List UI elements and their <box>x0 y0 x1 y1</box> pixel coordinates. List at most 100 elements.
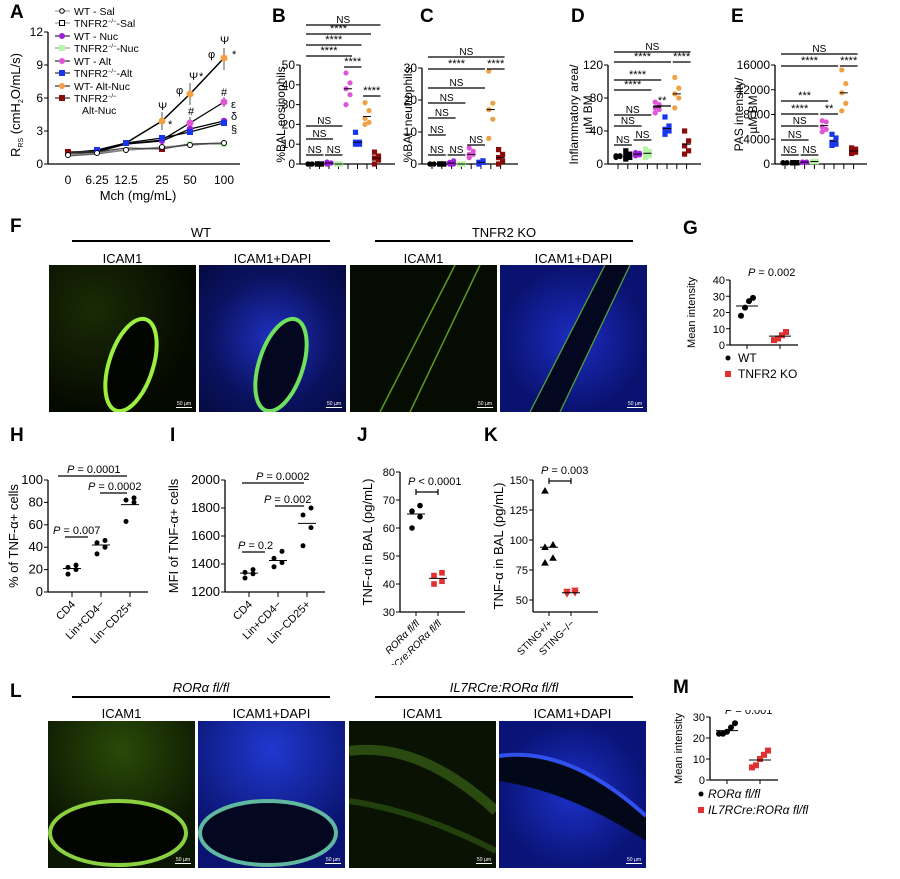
svg-text:4000: 4000 <box>743 132 770 146</box>
svg-text:RORα fl/fl: RORα fl/fl <box>708 787 761 801</box>
svg-text:P = 0.003: P = 0.003 <box>541 465 588 477</box>
svg-text:60: 60 <box>383 523 395 535</box>
svg-text:50: 50 <box>183 173 197 187</box>
svg-text:NS: NS <box>313 129 327 140</box>
group-underline <box>375 240 633 242</box>
svg-text:P = 0.001: P = 0.001 <box>725 710 772 717</box>
svg-text:****: **** <box>791 103 809 115</box>
column-header: ICAM1+DAPI <box>233 251 312 266</box>
svg-text:0: 0 <box>288 157 295 171</box>
svg-text:TNF-α in BAL (pg/mL): TNF-α in BAL (pg/mL) <box>360 479 375 606</box>
svg-text:0: 0 <box>65 173 72 187</box>
svg-text:PAS intensity/: PAS intensity/ <box>732 77 746 151</box>
svg-text:*: * <box>232 49 237 61</box>
svg-text:WT - Sal: WT - Sal <box>74 6 115 18</box>
svg-text:****: **** <box>840 55 858 67</box>
svg-text:8000: 8000 <box>743 108 770 122</box>
svg-text:#: # <box>221 87 228 99</box>
svg-text:TNFR2−/−-Nuc: TNFR2−/−-Nuc <box>74 43 139 55</box>
column-header: ICAM1 <box>403 251 444 266</box>
svg-text:NS: NS <box>793 116 807 127</box>
scale-bar: 50 µm <box>175 857 191 864</box>
svg-text:0: 0 <box>36 157 43 171</box>
svg-text:% of TNF-α+ cells: % of TNF-α+ cells <box>6 484 21 588</box>
svg-text:10: 10 <box>404 125 418 139</box>
chart-i: 1200 1400 1600 1800 2000 MFI of TNF-α+ cells C… <box>166 471 325 646</box>
svg-text:Ψ: Ψ <box>189 71 198 83</box>
svg-text:25: 25 <box>155 173 169 187</box>
svg-text:NS: NS <box>459 47 473 58</box>
svg-text:#: # <box>188 106 195 118</box>
svg-text:****: **** <box>634 51 652 63</box>
micrograph-il7rcre-icam1: 50 µm <box>349 721 496 868</box>
svg-text:3: 3 <box>36 124 43 138</box>
panel-label-m: M <box>673 677 689 698</box>
scale-bar: 50 µm <box>477 401 493 408</box>
svg-text:****: **** <box>624 79 642 91</box>
svg-text:1800: 1800 <box>191 500 220 515</box>
svg-text:MFI of TNF-α+ cells: MFI of TNF-α+ cells <box>166 478 181 593</box>
svg-text:CD4: CD4 <box>54 599 78 623</box>
svg-text:WT- Alt-Nuc: WT- Alt-Nuc <box>74 81 130 93</box>
scale-bar: 50 µm <box>326 401 342 408</box>
svg-text:20: 20 <box>404 93 418 107</box>
micrograph-il7rcre-icam1-dapi: 50 µm <box>499 721 646 868</box>
svg-text:TNFR2−/−-Sal: TNFR2−/−-Sal <box>74 18 135 30</box>
svg-text:****: **** <box>487 58 505 70</box>
svg-text:**: ** <box>658 95 667 107</box>
svg-text:NS: NS <box>469 135 483 146</box>
svg-text:****: **** <box>363 85 381 97</box>
svg-text:WT: WT <box>738 351 757 365</box>
svg-text:P = 0.0002: P = 0.0002 <box>88 481 142 493</box>
svg-text:WT - Alt: WT - Alt <box>74 56 111 68</box>
micrograph-wt-icam1-dapi: 50 µm <box>199 265 346 412</box>
svg-text:50: 50 <box>282 58 296 72</box>
column-header: ICAM1+DAPI <box>533 706 612 721</box>
chart-m: 0 10 20 30 Mean intensity P = 0.001 RORα fl/fl… <box>673 710 809 817</box>
svg-text:0: 0 <box>596 157 603 171</box>
group-underline <box>375 696 633 698</box>
panel-label-h: H <box>10 425 24 446</box>
svg-text:12000: 12000 <box>737 83 771 97</box>
svg-text:****: **** <box>344 56 362 68</box>
svg-text:30: 30 <box>282 98 296 112</box>
svg-text:NS: NS <box>430 145 444 156</box>
svg-text:****: **** <box>330 23 348 35</box>
svg-text:NS: NS <box>430 125 444 136</box>
svg-text:****: **** <box>673 51 691 63</box>
svg-text:Alt-Nuc: Alt-Nuc <box>82 105 116 117</box>
svg-text:NS: NS <box>803 145 817 156</box>
panel-label-a: A <box>10 2 24 23</box>
svg-text:CD4: CD4 <box>231 599 255 623</box>
svg-text:NS: NS <box>450 78 464 89</box>
panel-label-d: D <box>571 6 585 27</box>
svg-text:60: 60 <box>29 517 43 532</box>
svg-text:6.25: 6.25 <box>85 173 109 187</box>
svg-text:80: 80 <box>29 494 43 509</box>
svg-text:Ψ: Ψ <box>158 101 167 113</box>
group-header-wt: WT <box>190 225 212 240</box>
column-header: ICAM1 <box>402 706 443 721</box>
svg-text:20: 20 <box>29 562 43 577</box>
svg-text:TNFR2 KO: TNFR2 KO <box>738 367 797 381</box>
svg-text:2000: 2000 <box>191 472 220 487</box>
svg-text:80: 80 <box>383 467 395 479</box>
svg-text:1600: 1600 <box>191 528 220 543</box>
svg-text:80: 80 <box>590 91 604 105</box>
scale-bar: 50 µm <box>476 857 492 864</box>
chart-g: 0 10 20 30 40 Mean intensity P = 0.002 WT TNFR2 … <box>686 267 798 381</box>
svg-text:0: 0 <box>763 157 770 171</box>
svg-text:µM BM: µM BM <box>581 95 595 133</box>
svg-text:*: * <box>199 71 204 83</box>
svg-text:%BAL neutrophils: %BAL neutrophils <box>401 68 415 163</box>
svg-text:P = 0.007: P = 0.007 <box>53 525 100 537</box>
svg-text:*: * <box>168 119 173 131</box>
panel-label-i: I <box>170 425 176 446</box>
svg-text:100: 100 <box>21 472 43 487</box>
svg-text:NS: NS <box>327 145 341 156</box>
svg-text:φ: φ <box>208 49 215 61</box>
